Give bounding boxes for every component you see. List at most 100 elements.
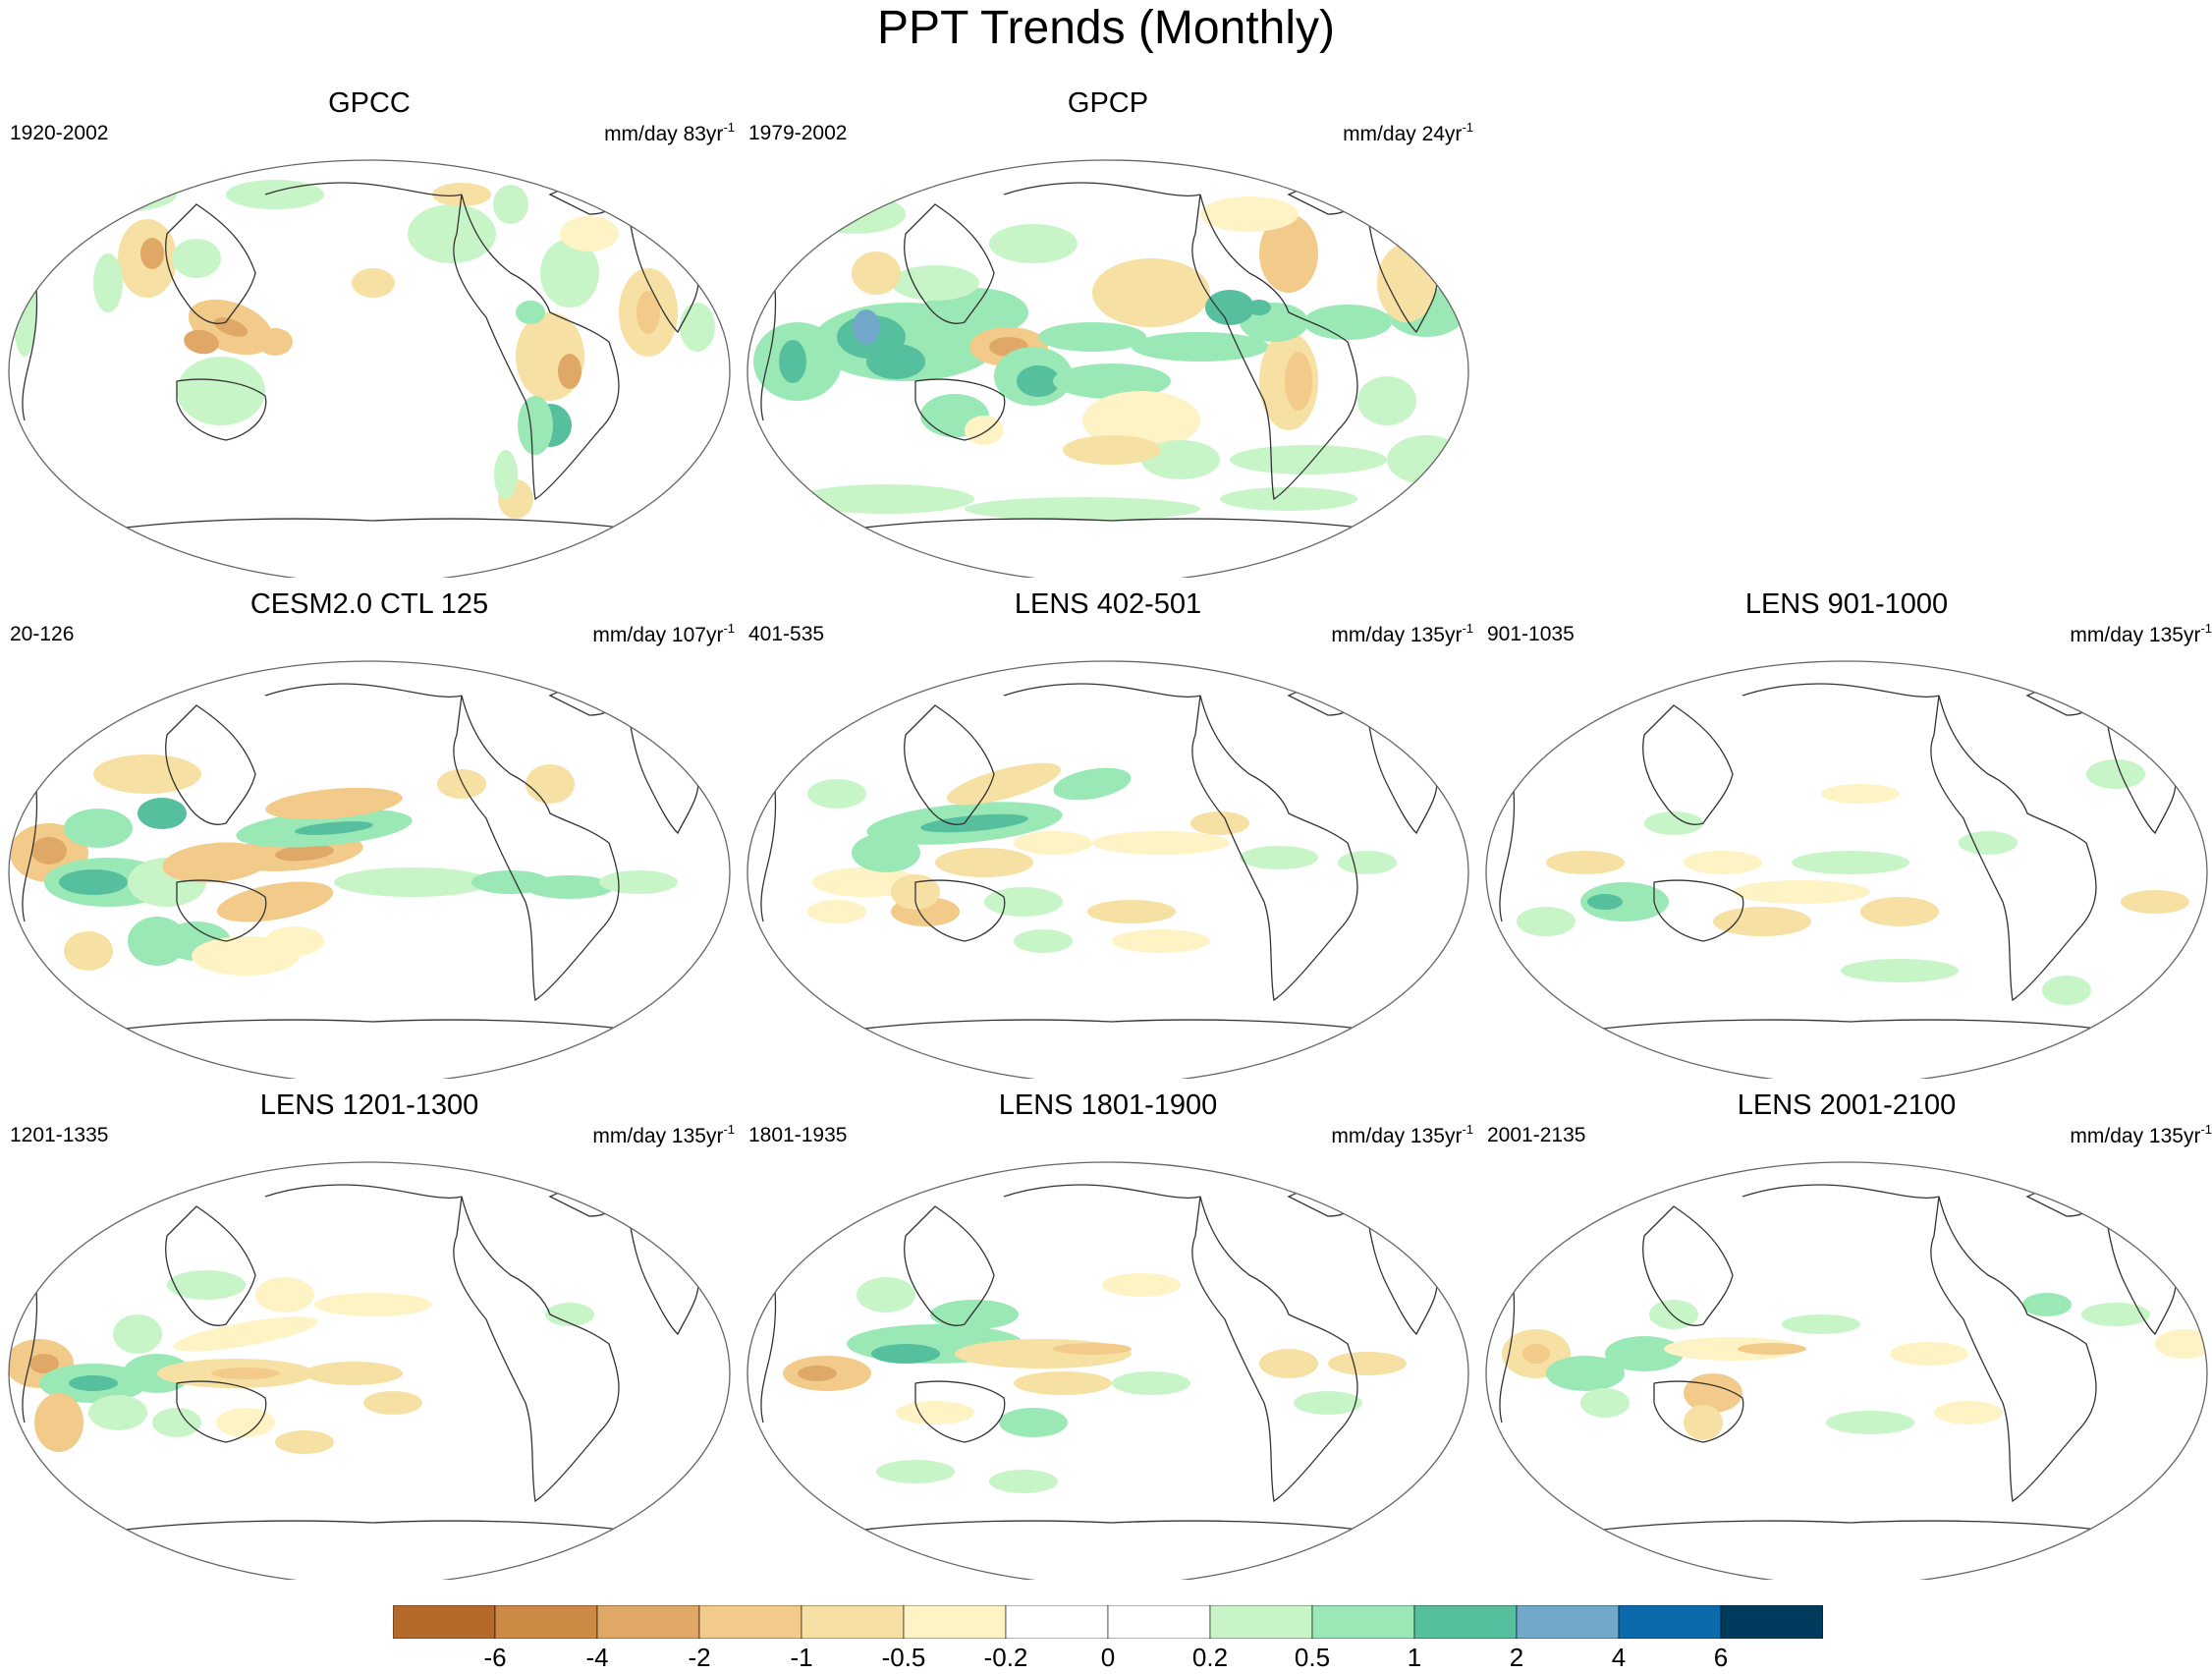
map-border — [747, 660, 1469, 1079]
coastline — [117, 518, 630, 530]
colorbar-box — [1209, 1605, 1313, 1639]
trend-field — [9, 160, 730, 578]
coastline — [904, 704, 995, 825]
trend-contour — [852, 251, 901, 295]
trend-contour — [213, 317, 249, 337]
trend-contour — [88, 1395, 147, 1430]
trend-contour — [265, 787, 403, 820]
coastline — [453, 194, 620, 501]
trend-contour — [1200, 196, 1299, 232]
coastline — [1191, 194, 1358, 501]
trend-contour — [1546, 1356, 1625, 1391]
colorbar-tick-label: 4 — [1611, 1643, 1627, 1672]
panel-period: 401-535 — [748, 623, 825, 645]
colorbar-box — [1720, 1605, 1823, 1639]
trend-contour — [167, 1270, 246, 1300]
panel-period: 1920-2002 — [10, 122, 109, 144]
panel-period: 901-1035 — [1487, 623, 1575, 645]
trend-contour — [408, 204, 496, 263]
trend-contour — [779, 340, 806, 383]
trend-contour — [1782, 1314, 1860, 1334]
units-exponent: -1 — [1462, 1122, 1473, 1137]
trend-field — [747, 1162, 1468, 1580]
trend-contour — [896, 1401, 974, 1424]
panel-period: 1801-1935 — [748, 1124, 848, 1146]
trend-contour — [636, 291, 660, 334]
trend-contour — [1890, 1342, 1968, 1366]
trend-contour — [680, 303, 715, 352]
trend-contour — [798, 1366, 837, 1381]
map-panel: GPCP 1979-2002 mm/day 24yr-1 — [739, 86, 1477, 578]
trend-contour — [184, 329, 219, 355]
trend-contour — [138, 798, 187, 829]
coastline — [1594, 1520, 2107, 1532]
trend-contour — [1092, 831, 1230, 855]
colorbar-box — [1413, 1605, 1518, 1639]
coastline — [264, 182, 463, 197]
panel-title: GPCC — [328, 87, 411, 119]
map-border — [1485, 1161, 2208, 1580]
trend-contour — [946, 762, 1062, 806]
colorbar-box — [801, 1605, 905, 1639]
trend-contour — [2022, 1293, 2072, 1316]
coastline — [165, 203, 256, 324]
units-exponent: -1 — [1462, 120, 1473, 135]
units-text: mm/day 135yr — [2070, 624, 2201, 646]
trend-contour — [172, 239, 221, 278]
coastline — [914, 378, 1006, 441]
map-panel: LENS 1801-1900 1801-1935 mm/day 135yr-1 — [739, 1089, 1477, 1580]
trend-contour — [1205, 290, 1254, 325]
trend-contour — [265, 926, 324, 956]
trend-contour — [891, 265, 979, 301]
trend-field — [9, 661, 730, 1079]
coastline — [264, 1184, 463, 1200]
coastline — [1003, 683, 1201, 698]
trend-contour — [853, 309, 880, 345]
trend-contour — [2155, 1329, 2207, 1359]
panel-units: mm/day 135yr-1 — [1331, 615, 1473, 649]
trend-contour — [2081, 1303, 2150, 1326]
trend-contour — [1220, 487, 1357, 511]
map-plot — [1485, 1161, 2208, 1580]
trend-contour — [1102, 1273, 1181, 1297]
panel-period: 2001-2135 — [1487, 1124, 1586, 1146]
panel-units: mm/day 24yr-1 — [1343, 114, 1473, 148]
trend-field — [9, 1162, 730, 1580]
trend-contour — [437, 769, 486, 799]
panel-title: LENS 1801-1900 — [998, 1089, 1218, 1121]
trend-contour — [518, 396, 553, 455]
coastline — [1930, 695, 2097, 1002]
trend-contour — [807, 195, 906, 234]
colorbar-box — [1311, 1605, 1415, 1639]
coastline — [1642, 704, 1734, 825]
units-exponent: -1 — [2200, 1122, 2212, 1137]
trend-contour — [935, 848, 1033, 877]
map-border — [8, 1161, 731, 1580]
colorbar-box — [393, 1605, 496, 1639]
coastline — [453, 1196, 620, 1503]
trend-contour — [295, 821, 373, 835]
coastline — [904, 203, 995, 324]
map-border — [8, 159, 731, 578]
trend-contour — [857, 1277, 915, 1312]
trend-contour — [1517, 907, 1576, 936]
trend-contour — [113, 1314, 162, 1354]
trend-contour — [1259, 1349, 1318, 1378]
panel-title: CESM2.0 CTL 125 — [249, 588, 489, 620]
trend-contour — [1328, 1352, 1407, 1375]
map-panel: GPCC 1920-2002 mm/day 83yr-1 — [0, 86, 739, 578]
colorbar-tick-label: -0.5 — [881, 1643, 926, 1672]
map-plot — [747, 1161, 1469, 1580]
trend-contour — [852, 833, 920, 872]
colorbar-tick-label: 0 — [1100, 1643, 1116, 1672]
colorbar-box — [698, 1605, 802, 1639]
trend-field — [747, 160, 1468, 578]
coastline — [1594, 1019, 2107, 1031]
trend-contour — [1387, 435, 1465, 484]
trend-contour — [1053, 363, 1171, 399]
coastline — [1191, 1196, 1358, 1503]
colorbar-box — [1005, 1605, 1109, 1639]
colorbar-tick-label: -2 — [688, 1643, 711, 1672]
map-plot — [747, 660, 1469, 1079]
trend-contour — [920, 813, 1028, 833]
